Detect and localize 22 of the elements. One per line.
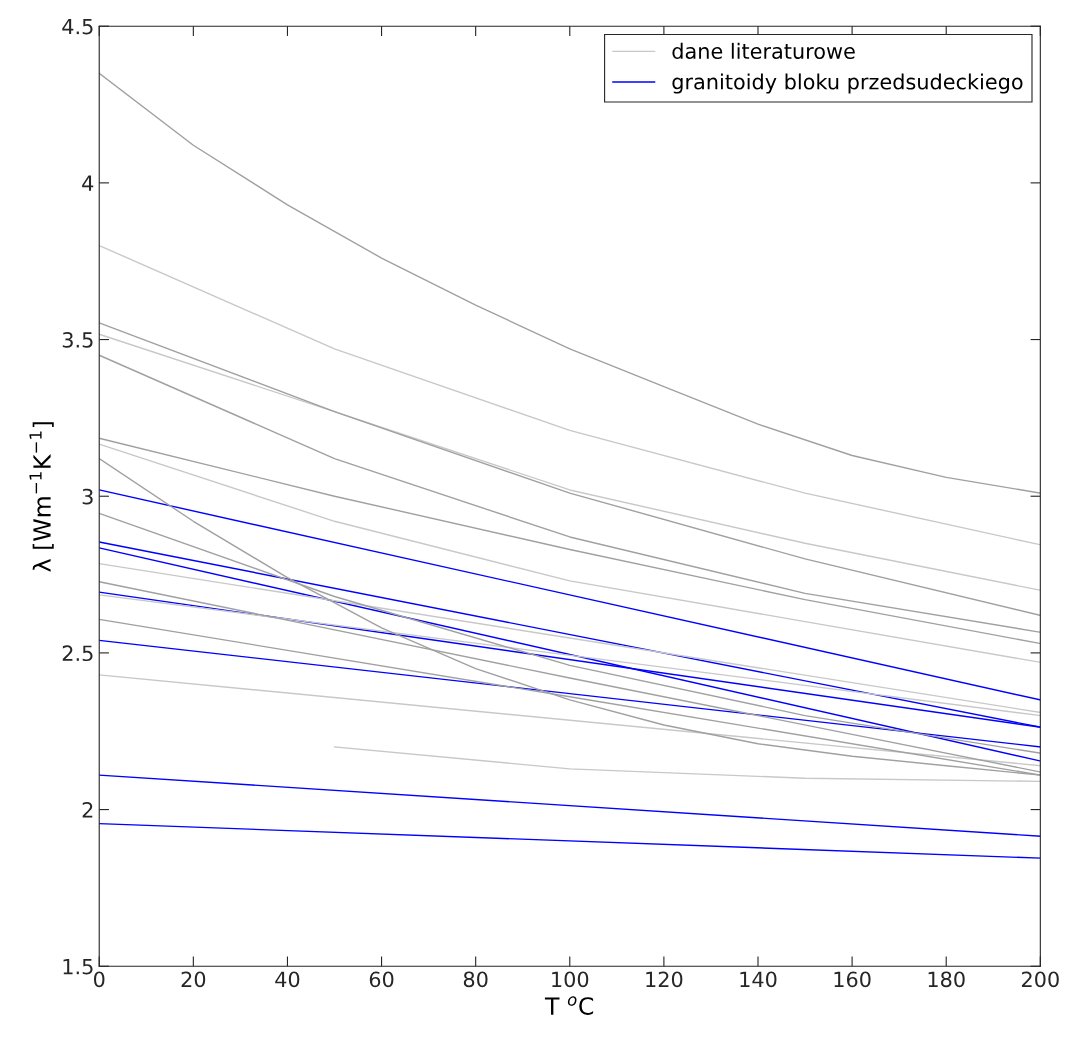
x-tick-label: 0 [93,971,105,988]
x-tick-label: 140 [740,971,777,988]
x-tick-label: 120 [646,971,683,988]
x-tick-label: 40 [275,971,300,988]
y-tick-label: 1.5 [63,958,93,975]
x-tick-label: 100 [552,971,589,988]
y-axis-title: λ [Wm$^{−1}$K$^{−1}$] [29,422,54,572]
x-axis-title: T $^{o}$C [544,996,594,1015]
y-tick-label: 2 [82,802,93,818]
x-tick-label: 60 [369,971,394,988]
y-tick-label: 3.5 [62,332,93,348]
y-tick-label: 4.5 [62,18,93,35]
legend-label: dane literaturowe [672,42,855,59]
x-tick-label: 160 [834,971,871,988]
x-tick-label: 200 [1021,971,1059,988]
legend-label: granitoidy bloku przedsudeckiego [672,73,1023,94]
x-tick-label: 180 [928,971,965,988]
y-tick-label: 2.5 [62,645,93,662]
x-tick-label: 80 [463,971,488,988]
y-tick-label: 3 [82,488,93,505]
y-tick-label: 4 [82,175,94,191]
x-tick-label: 20 [181,971,206,988]
